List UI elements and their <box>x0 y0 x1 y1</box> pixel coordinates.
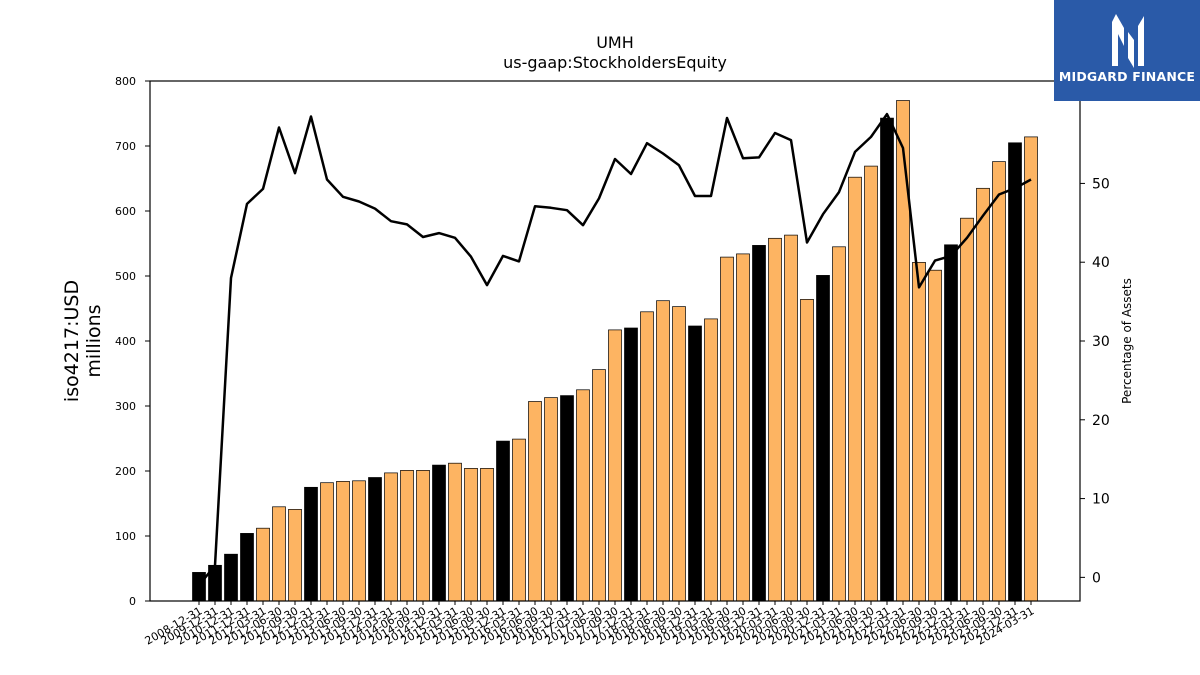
y2-axis-label: Percentage of Assets <box>1120 278 1134 404</box>
bar <box>528 401 542 602</box>
brand-name: MIDGARD FINANCE <box>1058 69 1196 84</box>
bar <box>704 318 718 602</box>
right-axis: 0 10 20 30 40 50 <box>1080 176 1110 586</box>
y-axis-label: iso4217:USD millions <box>61 280 105 402</box>
bar <box>928 269 942 602</box>
chart-title: UMH <box>596 33 634 52</box>
bar <box>880 117 894 602</box>
bar <box>336 481 350 602</box>
left-axis: 0 100 200 300 400 500 600 700 800 <box>115 75 150 608</box>
bar <box>784 234 798 602</box>
y-tick-label: 300 <box>115 400 136 413</box>
bar <box>304 486 318 602</box>
bar <box>512 438 526 602</box>
bar <box>576 389 590 602</box>
y-tick-label: 400 <box>115 335 136 348</box>
bar <box>800 299 814 602</box>
bar <box>1008 142 1022 602</box>
bar <box>272 506 286 602</box>
bar <box>640 311 654 602</box>
bar <box>416 470 430 602</box>
bar <box>464 468 478 602</box>
bar <box>432 464 446 602</box>
y-tick-label: 0 <box>129 595 136 608</box>
chart-subtitle: us-gaap:StockholdersEquity <box>503 53 727 72</box>
bar <box>256 527 270 602</box>
y-tick-label: 200 <box>115 465 136 478</box>
midgard-logo-icon <box>1112 14 1144 68</box>
y2-tick-label: 20 <box>1092 413 1110 429</box>
bar <box>768 237 782 602</box>
bar <box>864 165 878 602</box>
bar <box>384 472 398 602</box>
y-axis-label-line: millions <box>83 304 105 377</box>
y-tick-label: 500 <box>115 270 136 283</box>
y2-tick-label: 40 <box>1092 255 1110 271</box>
bar <box>480 468 494 602</box>
x-axis: 2008-12-312009-12-312010-12-312011-12-31… <box>143 601 1037 648</box>
bar <box>848 176 862 602</box>
bar <box>656 300 670 602</box>
bar <box>960 217 974 602</box>
percentage-line <box>198 112 1032 586</box>
bar <box>224 553 238 602</box>
bar <box>368 477 382 602</box>
bar <box>496 440 510 602</box>
y-axis-label-line: iso4217:USD <box>61 280 83 402</box>
bar <box>592 369 606 602</box>
bar <box>608 329 622 602</box>
bar-series <box>192 100 1038 602</box>
bar <box>240 533 254 602</box>
bar <box>912 262 926 602</box>
bar <box>448 462 462 602</box>
y2-tick-label: 10 <box>1092 492 1110 508</box>
plot-frame <box>149 80 1081 602</box>
bar <box>352 480 366 602</box>
y-tick-label: 100 <box>115 530 136 543</box>
bar <box>672 306 686 602</box>
midgard-finance-logo: MIDGARD FINANCE <box>1054 0 1200 101</box>
y-tick-label: 700 <box>115 140 136 153</box>
y2-tick-label: 0 <box>1092 570 1101 586</box>
bar <box>816 275 830 602</box>
bar <box>560 395 574 602</box>
bar <box>752 245 766 602</box>
y-tick-label: 800 <box>115 75 136 88</box>
bar <box>944 244 958 602</box>
bar <box>544 397 558 602</box>
bar <box>1024 136 1038 602</box>
bar <box>992 161 1006 602</box>
y2-tick-label: 50 <box>1092 176 1110 192</box>
y-tick-label: 600 <box>115 205 136 218</box>
bar <box>976 187 990 602</box>
bar <box>720 256 734 602</box>
bar <box>624 327 638 602</box>
bar <box>288 509 302 602</box>
bar <box>896 100 910 602</box>
y2-tick-label: 30 <box>1092 334 1110 350</box>
bar <box>832 246 846 602</box>
bar <box>400 470 414 602</box>
bar <box>320 482 334 602</box>
bar <box>192 572 206 602</box>
bar <box>688 325 702 602</box>
bar <box>736 253 750 602</box>
